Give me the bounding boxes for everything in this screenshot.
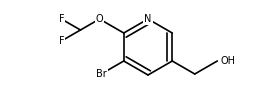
Text: O: O: [96, 14, 103, 24]
Text: N: N: [144, 14, 152, 24]
Text: F: F: [59, 36, 64, 46]
Text: Br: Br: [96, 69, 107, 79]
Text: OH: OH: [220, 56, 235, 66]
Text: F: F: [59, 14, 64, 24]
